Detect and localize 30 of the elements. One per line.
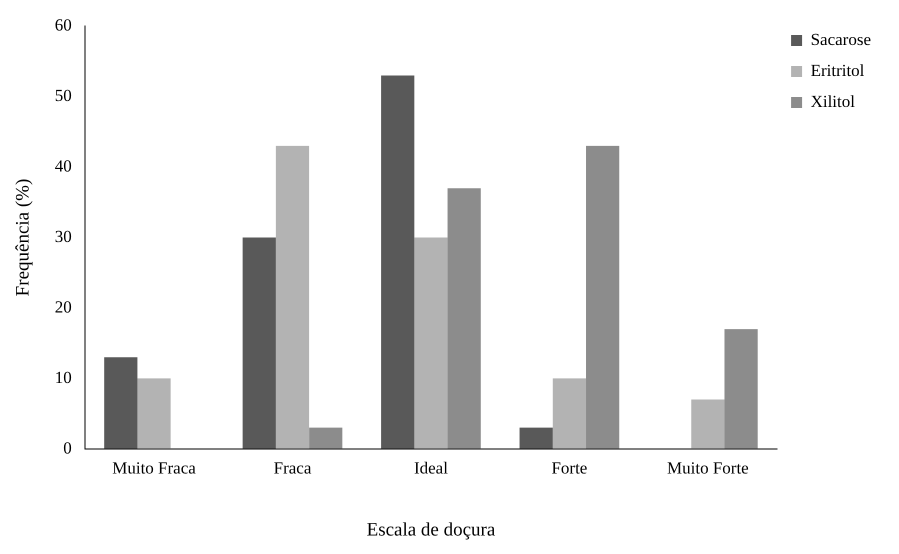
bar (309, 428, 342, 449)
x-tick-label: Fraca (274, 458, 312, 478)
legend-label: Eritritol (810, 60, 865, 80)
x-axis-title: Escala de doçura (366, 520, 496, 541)
x-tick-label: Forte (551, 458, 588, 478)
bar (448, 188, 481, 449)
y-tick-label: 10 (54, 368, 72, 387)
y-axis-title: Frequência (%) (12, 178, 34, 296)
y-tick-label: 50 (54, 86, 72, 106)
y-tick-label: 60 (54, 16, 72, 35)
bar (520, 428, 553, 449)
bar (276, 146, 310, 449)
y-tick-label: 30 (54, 226, 72, 246)
y-tick-label: 20 (54, 297, 72, 316)
x-tick-label: Muito Forte (667, 458, 749, 478)
y-tick-label: 40 (54, 156, 72, 176)
bar (242, 238, 276, 449)
bar (691, 399, 724, 449)
bar (104, 357, 138, 449)
x-tick-label: Muito Fraca (112, 458, 196, 478)
bar (381, 76, 414, 449)
bar (586, 146, 620, 449)
bar (724, 329, 758, 449)
x-tick-label: Ideal (414, 458, 448, 478)
bar (414, 238, 448, 449)
legend-label: Sacarose (810, 30, 872, 49)
bar (137, 378, 171, 449)
bar (552, 378, 586, 449)
legend-label: Xilitol (810, 92, 856, 111)
y-tick-label: 0 (63, 438, 72, 458)
